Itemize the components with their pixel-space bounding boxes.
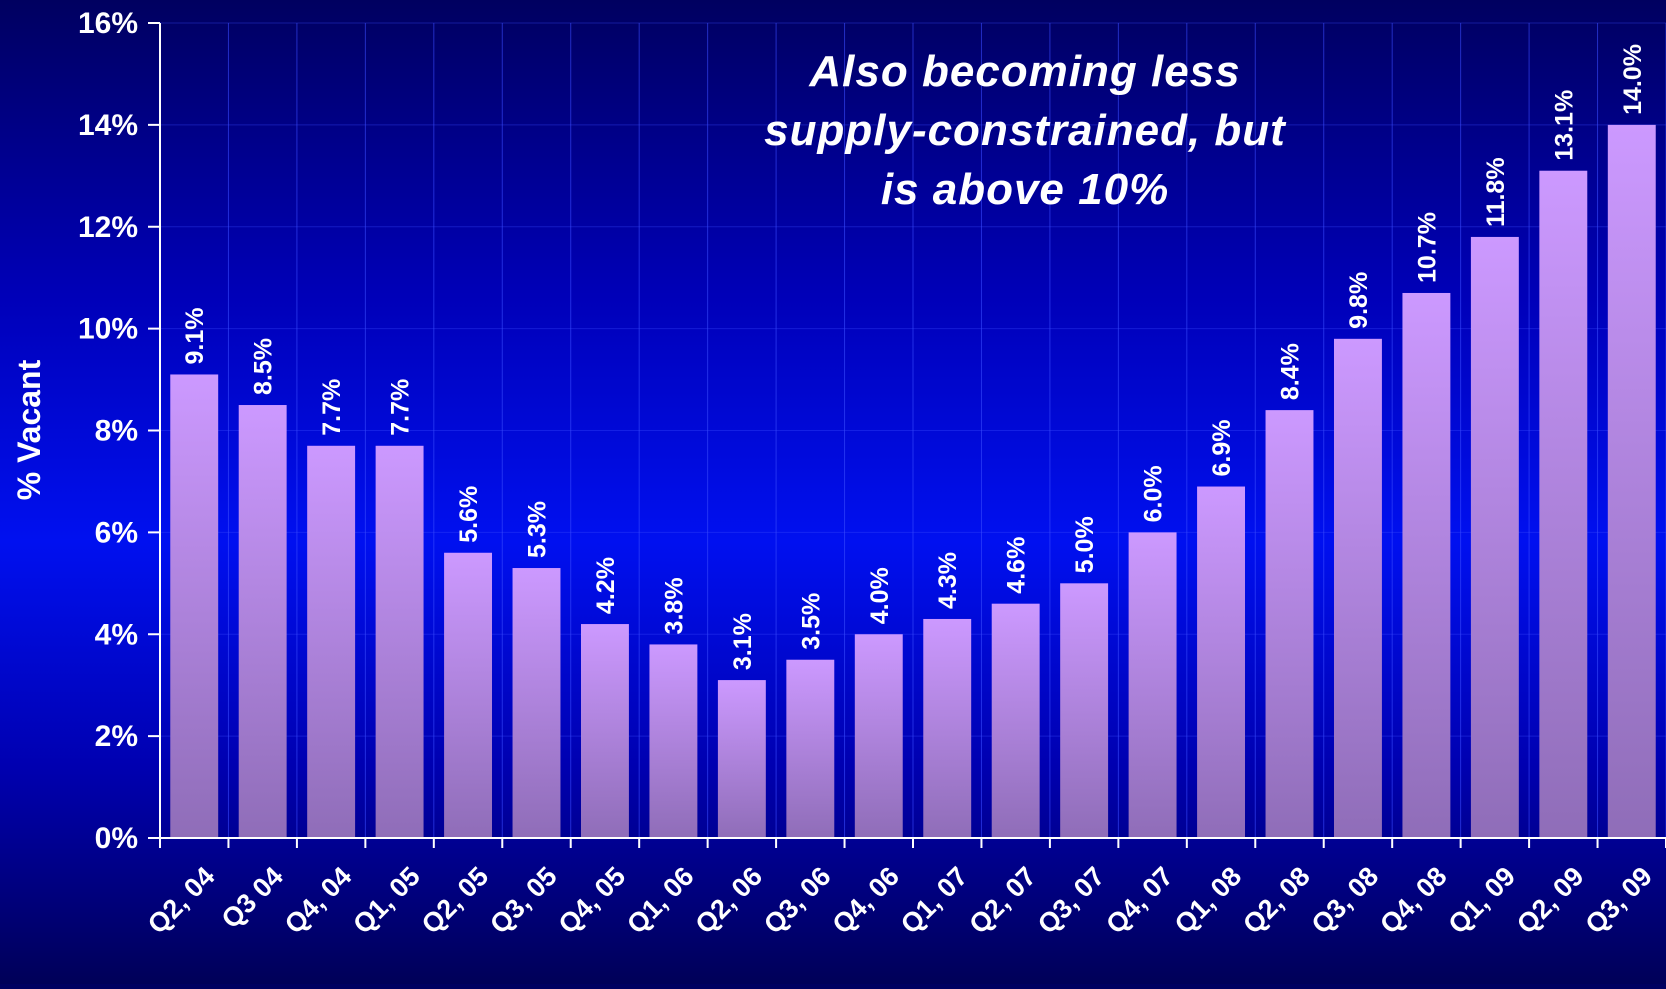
bar bbox=[854, 634, 903, 838]
x-tick-label: Q3, 05 bbox=[484, 861, 563, 940]
x-tick-label: Q2, 05 bbox=[416, 861, 495, 940]
data-label: 4.3% bbox=[934, 552, 962, 609]
bar bbox=[649, 644, 698, 838]
bar bbox=[1060, 583, 1109, 838]
x-tick-label: Q4, 08 bbox=[1374, 861, 1453, 940]
x-tick-label: Q4, 06 bbox=[826, 861, 905, 940]
data-label: 5.0% bbox=[1071, 516, 1099, 573]
data-label: 3.1% bbox=[729, 613, 757, 670]
x-tick-label: Q3, 06 bbox=[758, 861, 837, 940]
bar bbox=[238, 405, 287, 838]
x-tick-label: Q2, 07 bbox=[963, 861, 1042, 940]
data-label: 7.7% bbox=[318, 379, 346, 436]
y-tick-label: 0% bbox=[95, 822, 138, 855]
bar bbox=[717, 680, 766, 838]
data-label: 4.6% bbox=[1003, 537, 1031, 594]
x-tick-label: Q1, 09 bbox=[1443, 861, 1522, 940]
bar bbox=[512, 568, 561, 838]
bar bbox=[1333, 338, 1382, 838]
x-tick-label: Q3, 07 bbox=[1032, 861, 1111, 940]
annotation-line: Also becoming less bbox=[808, 47, 1240, 96]
data-label: 6.9% bbox=[1208, 420, 1236, 477]
data-label: 9.8% bbox=[1345, 272, 1373, 329]
y-tick-label: 4% bbox=[95, 618, 138, 651]
y-tick-label: 10% bbox=[78, 313, 138, 346]
data-label: 8.4% bbox=[1277, 343, 1305, 400]
y-axis-label: % Vacant bbox=[11, 359, 47, 500]
x-tick-label: Q4, 04 bbox=[279, 861, 358, 940]
x-tick-label: Q1, 05 bbox=[347, 861, 426, 940]
bars bbox=[170, 124, 1656, 838]
bar bbox=[1402, 292, 1451, 838]
data-label: 4.0% bbox=[866, 567, 894, 624]
y-tick-label: 14% bbox=[78, 109, 138, 142]
bar bbox=[1197, 486, 1246, 838]
bar bbox=[1470, 236, 1519, 838]
bar bbox=[307, 445, 356, 838]
x-tick-label: Q1, 06 bbox=[621, 861, 700, 940]
x-tick-label: Q4, 07 bbox=[1100, 861, 1179, 940]
y-tick-label: 16% bbox=[78, 7, 138, 40]
data-label: 4.2% bbox=[592, 557, 620, 614]
y-tick-label: 8% bbox=[95, 415, 138, 448]
bar bbox=[923, 618, 972, 838]
x-tick-label: Q3, 09 bbox=[1579, 861, 1658, 940]
bar bbox=[1539, 170, 1588, 838]
data-label: 8.5% bbox=[250, 338, 278, 395]
data-label: 10.7% bbox=[1413, 212, 1441, 283]
x-tick-label: Q1, 07 bbox=[895, 861, 974, 940]
data-label: 3.8% bbox=[660, 577, 688, 634]
y-tick-label: 12% bbox=[78, 211, 138, 244]
data-label: 13.1% bbox=[1550, 90, 1578, 161]
data-label: 3.5% bbox=[797, 593, 825, 650]
data-label: 7.7% bbox=[387, 379, 415, 436]
x-tick-label: Q3 04 bbox=[216, 861, 289, 934]
axes bbox=[148, 22, 1666, 848]
annotation-line: supply-constrained, but bbox=[764, 106, 1287, 155]
y-tick-label: 2% bbox=[95, 720, 138, 753]
x-tick-label: Q2, 09 bbox=[1511, 861, 1590, 940]
bar bbox=[991, 603, 1040, 838]
bar bbox=[1607, 124, 1656, 838]
data-label: 14.0% bbox=[1619, 44, 1647, 115]
bar bbox=[375, 445, 424, 838]
data-label: 5.3% bbox=[524, 501, 552, 558]
data-label: 6.0% bbox=[1140, 465, 1168, 522]
x-tick-label: Q2, 04 bbox=[142, 861, 221, 940]
annotation-line: is above 10% bbox=[881, 165, 1169, 214]
data-label: 9.1% bbox=[181, 307, 209, 364]
bar bbox=[1265, 410, 1314, 838]
x-tick-label: Q3, 08 bbox=[1306, 861, 1385, 940]
x-tick-label: Q2, 06 bbox=[690, 861, 769, 940]
bar bbox=[580, 624, 629, 838]
bar bbox=[444, 552, 493, 838]
x-tick-label: Q4, 05 bbox=[553, 861, 632, 940]
bar bbox=[1128, 532, 1177, 838]
data-label: 11.8% bbox=[1482, 157, 1510, 227]
x-tick-label: Q2, 08 bbox=[1237, 861, 1316, 940]
bar bbox=[170, 374, 219, 838]
bar bbox=[786, 659, 835, 838]
data-label: 5.6% bbox=[455, 486, 483, 543]
x-tick-label: Q1, 08 bbox=[1169, 861, 1248, 940]
y-tick-label: 6% bbox=[95, 516, 138, 549]
